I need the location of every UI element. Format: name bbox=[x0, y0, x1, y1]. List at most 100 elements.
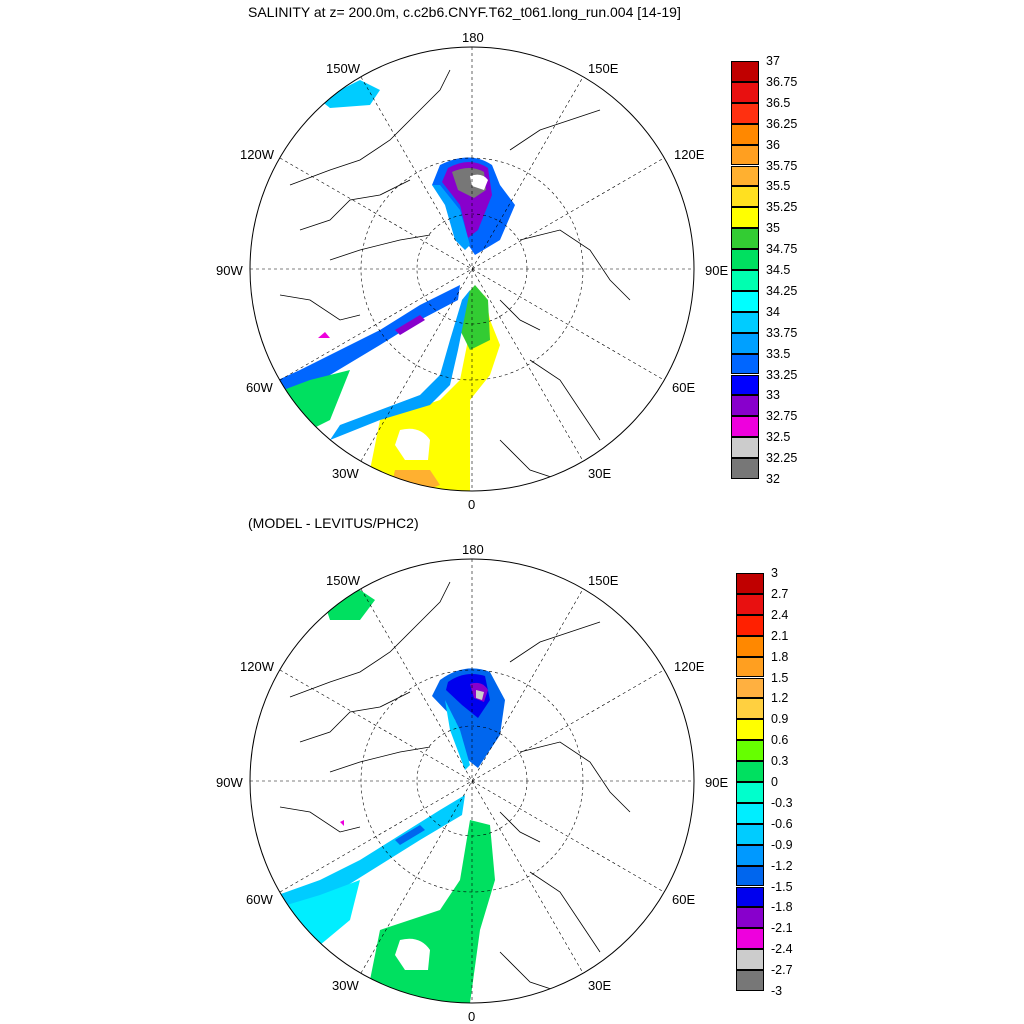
bottom-colorbar-tick-label: 2.4 bbox=[771, 607, 789, 622]
bottom-colorbar-tick-label: 1.5 bbox=[771, 670, 789, 685]
top-lon-label-120w: 120W bbox=[240, 147, 274, 162]
bottom-colorbar-tick-label: -0.3 bbox=[771, 795, 793, 810]
top-colorbar-tick-label: 37 bbox=[766, 54, 780, 68]
top-colorbar-tick-label: 34.25 bbox=[766, 283, 798, 298]
bottom-colorbar-tick-label: -0.6 bbox=[771, 816, 793, 831]
bottom-colorbar-tick-label: 0.3 bbox=[771, 754, 789, 769]
bottom-colorbar-swatch bbox=[736, 823, 764, 845]
bottom-colorbar-tick-label: -2.7 bbox=[771, 963, 793, 978]
bottom-lon-label-90e: 90E bbox=[705, 775, 729, 790]
top-colorbar-swatch bbox=[731, 395, 759, 417]
bottom-lon-label-30e: 30E bbox=[588, 978, 612, 993]
top-map-field bbox=[270, 69, 631, 491]
top-colorbar-swatch bbox=[731, 102, 759, 124]
bottom-colorbar-swatch bbox=[736, 844, 764, 866]
bottom-plot-title: (MODEL - LEVITUS/PHC2) bbox=[248, 515, 419, 531]
bottom-colorbar-tick-label: -1.8 bbox=[771, 900, 793, 915]
top-lon-label-120e: 120E bbox=[674, 147, 705, 162]
bottom-colorbar-swatch bbox=[736, 719, 764, 741]
top-colorbar-swatch bbox=[731, 416, 759, 438]
bottom-colorbar-tick-label: 0.6 bbox=[771, 733, 789, 748]
top-colorbar-swatch bbox=[731, 228, 759, 250]
top-colorbar-swatch bbox=[731, 353, 759, 375]
bottom-colorbar-tick-label: -3 bbox=[771, 984, 783, 998]
bottom-colorbar-swatch bbox=[736, 573, 764, 594]
top-lon-label-180: 180 bbox=[462, 30, 484, 45]
top-colorbar-tick-label: 32.25 bbox=[766, 451, 798, 466]
bottom-colorbar-swatch bbox=[736, 865, 764, 887]
top-colorbar-swatch bbox=[731, 332, 759, 354]
top-graticule bbox=[250, 47, 694, 491]
bottom-lon-label-90w: 90W bbox=[216, 775, 243, 790]
bottom-colorbar-swatch bbox=[736, 970, 764, 991]
bottom-colorbar-swatch bbox=[736, 677, 764, 699]
top-colorbar-tick-label: 33.75 bbox=[766, 325, 798, 340]
top-lon-label-30w: 30W bbox=[332, 466, 359, 481]
top-colorbar-tick-label: 33.25 bbox=[766, 367, 798, 382]
bottom-colorbar-tick-label: 2.7 bbox=[771, 586, 789, 601]
top-lon-label-150e: 150E bbox=[588, 61, 619, 76]
bottom-colorbar-tick-label: -2.4 bbox=[771, 942, 793, 957]
top-colorbar-tick-label: 34.5 bbox=[766, 263, 791, 277]
bottom-lon-label-180: 180 bbox=[462, 542, 484, 557]
top-colorbar-swatch bbox=[731, 374, 759, 396]
bottom-colorbar-swatch bbox=[736, 698, 764, 720]
bottom-colorbar-swatch bbox=[736, 907, 764, 929]
top-colorbar-tick-label: 33.5 bbox=[766, 346, 791, 361]
top-colorbar-tick-label: 34 bbox=[766, 304, 780, 319]
bottom-colorbar-swatch bbox=[736, 656, 764, 678]
bottom-lon-label-60w: 60W bbox=[246, 892, 273, 907]
top-lon-label-150w: 150W bbox=[326, 61, 360, 76]
top-colorbar-tick-label: 32 bbox=[766, 472, 780, 486]
bottom-colorbar-swatch bbox=[736, 802, 764, 824]
top-colorbar-tick-label: 35 bbox=[766, 221, 780, 236]
top-plot-title: SALINITY at z= 200.0m, c.c2b6.CNYF.T62_t… bbox=[248, 4, 681, 20]
top-colorbar-tick-label: 36 bbox=[766, 137, 780, 152]
top-colorbar-tick-label: 36.75 bbox=[766, 74, 798, 89]
bottom-lon-label-120e: 120E bbox=[674, 659, 705, 674]
top-colorbar-swatch bbox=[731, 61, 759, 82]
bottom-colorbar-swatch bbox=[736, 949, 764, 971]
bottom-lon-label-60e: 60E bbox=[672, 892, 696, 907]
top-lon-label-30e: 30E bbox=[588, 466, 612, 481]
top-lon-label-60e: 60E bbox=[672, 380, 696, 395]
bottom-colorbar-swatch bbox=[736, 782, 764, 803]
top-colorbar-swatch bbox=[731, 165, 759, 187]
bottom-colorbar-tick-label: -1.2 bbox=[771, 858, 793, 873]
bottom-colorbar-tick-label: 1.8 bbox=[771, 649, 789, 664]
bottom-colorbar-tick-label: 0.9 bbox=[771, 712, 789, 727]
bottom-lon-label-150w: 150W bbox=[326, 573, 360, 588]
top-colorbar-swatch bbox=[731, 186, 759, 208]
bottom-colorbar-swatch bbox=[736, 886, 764, 908]
top-colorbar-tick-label: 35.25 bbox=[766, 200, 798, 215]
top-colorbar-tick-label: 32.5 bbox=[766, 430, 791, 445]
top-colorbar-tick-label: 34.75 bbox=[766, 242, 798, 257]
top-colorbar-swatch bbox=[731, 123, 759, 145]
top-colorbar-tick-label: 33 bbox=[766, 388, 780, 403]
top-lon-label-90w: 90W bbox=[216, 263, 243, 278]
bottom-colorbar-tick-label: -2.1 bbox=[771, 921, 793, 936]
top-colorbar-tick-label: 36.5 bbox=[766, 95, 791, 110]
top-colorbar-swatch bbox=[731, 437, 759, 459]
bottom-colorbar-swatch bbox=[736, 635, 764, 657]
top-colorbar-swatch bbox=[731, 144, 759, 166]
top-colorbar-tick-label: 35.5 bbox=[766, 179, 791, 194]
bottom-lon-label-120w: 120W bbox=[240, 659, 274, 674]
bottom-colorbar-tick-label: 0 bbox=[771, 775, 778, 789]
bottom-lon-label-150e: 150E bbox=[588, 573, 619, 588]
bottom-colorbar-tick-label: -0.9 bbox=[771, 837, 793, 852]
top-colorbar-swatch bbox=[731, 311, 759, 333]
top-colorbar-tick-label: 35.75 bbox=[766, 158, 798, 173]
bottom-colorbar-swatch bbox=[736, 928, 764, 950]
top-colorbar-tick-label: 36.25 bbox=[766, 116, 798, 131]
bottom-lon-label-0: 0 bbox=[468, 1009, 476, 1024]
bottom-colorbar-swatch bbox=[736, 761, 764, 782]
top-colorbar-swatch bbox=[731, 249, 759, 270]
bottom-colorbar-swatch bbox=[736, 740, 764, 762]
bottom-colorbar-tick-label: 2.1 bbox=[771, 628, 789, 643]
bottom-lon-label-30w: 30W bbox=[332, 978, 359, 993]
bottom-colorbar-swatch bbox=[736, 614, 764, 636]
top-colorbar-tick-label: 32.75 bbox=[766, 409, 798, 424]
top-colorbar-swatch bbox=[731, 270, 759, 291]
